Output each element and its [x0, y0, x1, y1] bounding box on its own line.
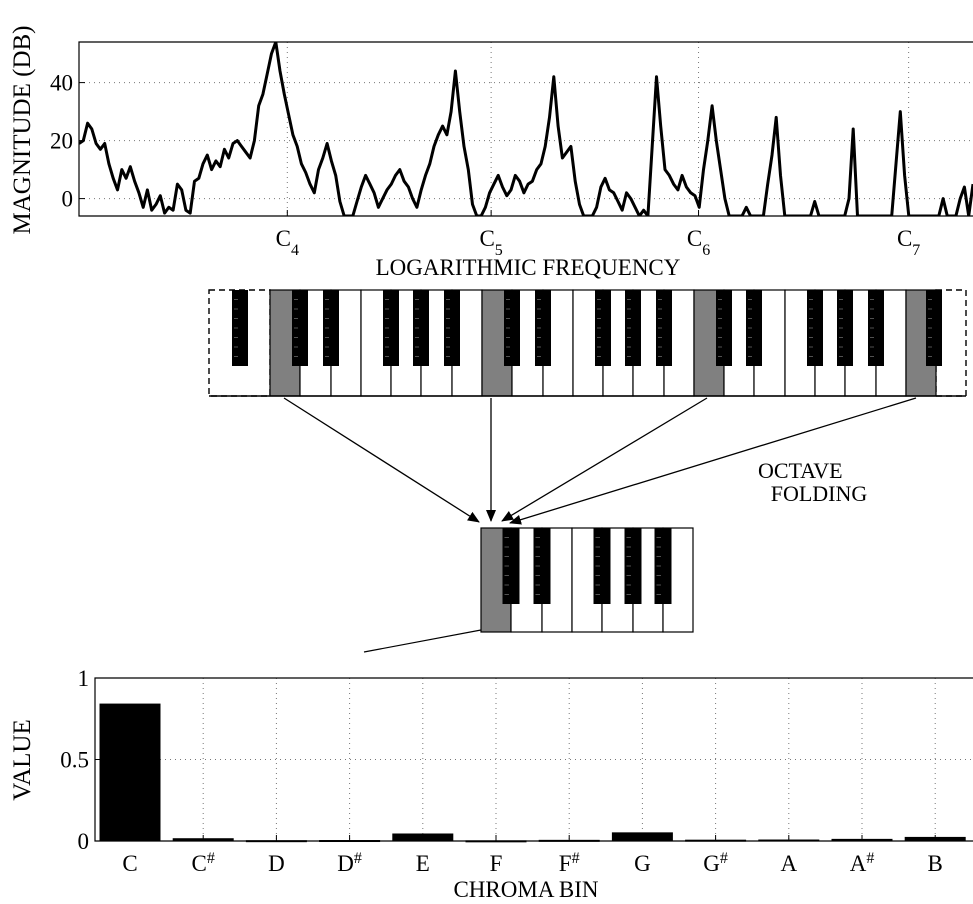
- piano-keyboard-full: [208, 289, 967, 397]
- chroma-bar: [99, 703, 161, 842]
- chroma-x-tick-label: A#: [850, 850, 875, 877]
- chroma-x-tick-label: A: [780, 851, 797, 876]
- spectrum-plot: 0 20 40 C4 C5 C6 C7 MAGNITUDE (DB) LOGARITHMI…: [9, 26, 973, 280]
- chroma-y-axis-label: VALUE: [9, 719, 36, 800]
- chroma-x-tick-label: G#: [703, 850, 728, 877]
- chroma-x-tick-label: D: [268, 851, 285, 876]
- octave-folding-label: OCTAVE FOLDING: [758, 458, 867, 506]
- spectrum-y-tick-label: 0: [62, 187, 74, 212]
- chroma-x-tick-label: C: [122, 851, 137, 876]
- chroma-x-tick-label: C#: [192, 850, 215, 877]
- spectrum-axes-frame: [78, 41, 973, 217]
- fold-arrow-c6: [501, 397, 708, 522]
- fold-arrow-c4: [283, 397, 480, 523]
- spectrum-x-tick-label: C5: [479, 226, 502, 259]
- octave-to-chroma-connector: [363, 629, 482, 653]
- chroma-plot: 00.51 C C# D D# E F F# G G# A A# B VALUE CHROMA BIN: [9, 666, 973, 902]
- chroma-axes-frame: [94, 677, 973, 842]
- spectrum-x-tick-label: C4: [276, 226, 299, 259]
- chroma-x-tick-label: F#: [559, 850, 580, 877]
- spectrum-x-ticks: C4 C5 C6 C7: [276, 210, 920, 259]
- chroma-x-tick-label: D#: [337, 850, 362, 877]
- chroma-x-tick-label: B: [928, 851, 943, 876]
- fold-arrow-c7: [509, 397, 917, 525]
- spectrum-y-tick-label: 20: [50, 129, 73, 154]
- chroma-y-tick-label: 0: [78, 829, 90, 854]
- piano-keyboard-octave: [480, 527, 694, 633]
- spectrum-y-axis-label: MAGNITUDE (DB): [9, 26, 36, 235]
- spectrum-y-tick-label: 40: [50, 71, 73, 96]
- spectrum-x-tick-label: C6: [687, 226, 710, 259]
- chroma-x-axis-label: CHROMA BIN: [453, 877, 598, 902]
- spectrum-x-axis-label: LOGARITHMIC FREQUENCY: [376, 255, 681, 280]
- spectrum-x-tick-label: C7: [897, 226, 920, 259]
- chroma-grid: [95, 678, 973, 841]
- chroma-bars: [99, 703, 966, 843]
- chroma-y-ticks: 00.51: [60, 666, 101, 854]
- chroma-y-tick-label: 1: [78, 666, 90, 691]
- chroma-x-tick-label: G: [634, 851, 651, 876]
- octave-folding-label-line2: FOLDING: [771, 481, 868, 506]
- octave-folding-label-line1: OCTAVE: [758, 458, 843, 483]
- chroma-x-tick-label: E: [416, 851, 430, 876]
- octave-folding-arrows: [283, 397, 917, 525]
- chroma-y-tick-label: 0.5: [60, 748, 89, 773]
- chroma-x-tick-label: F: [490, 851, 503, 876]
- spectrum-series-line: [79, 42, 973, 216]
- spectrum-y-ticks: 0 20 40: [50, 71, 85, 212]
